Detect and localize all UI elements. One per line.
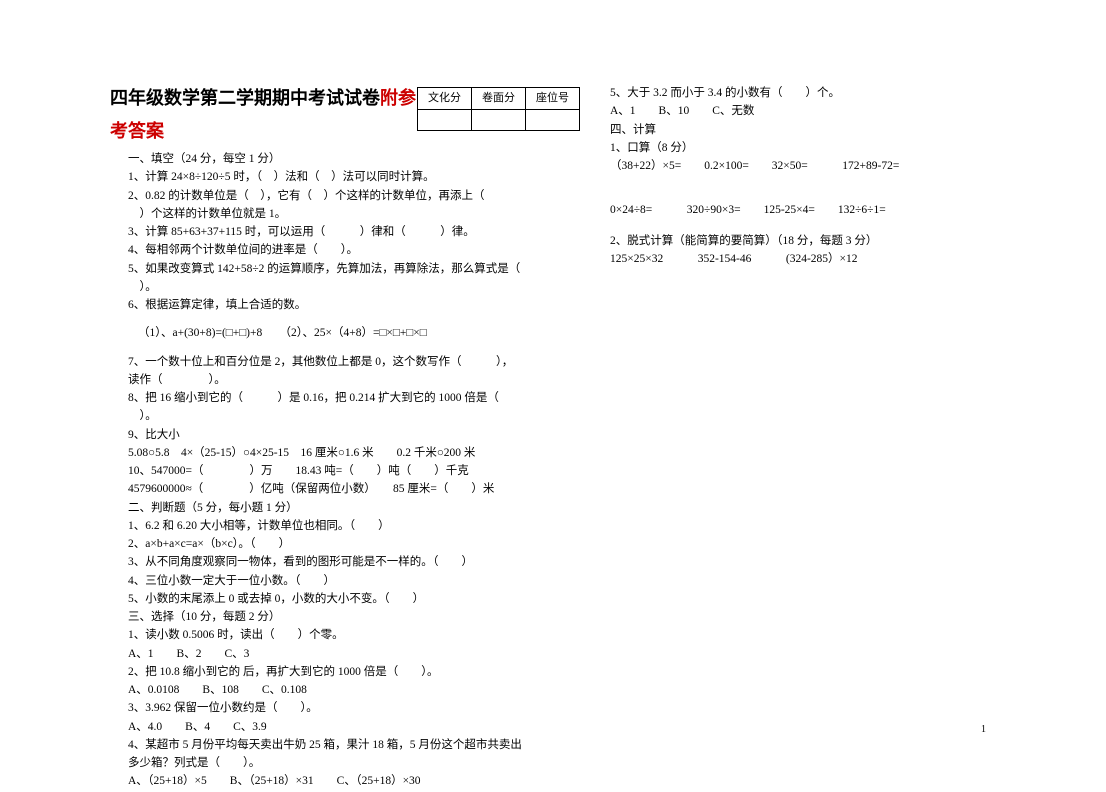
- section-3-header: 三、选择（10 分，每题 2 分）: [128, 609, 570, 626]
- q4-2-row: 125×25×32 352-154-46 (324-285）×12: [610, 251, 990, 268]
- title-black: 四年级数学第二学期期中考试试卷: [110, 88, 380, 108]
- score-cell-1: [418, 109, 472, 131]
- q1-1: 1、计算 24×8÷120÷5 时，（ ）法和（ ）法可以同时计算。: [128, 169, 570, 186]
- q3-4-opts: A、（25+18）×5 B、（25+18）×31 C、（25+18）×30: [128, 773, 570, 790]
- q1-6: 6、根据运算定律，填上合适的数。: [128, 297, 570, 314]
- q1-5b: ）。: [128, 279, 570, 296]
- page-number: 1: [981, 724, 986, 735]
- q3-3: 3、3.962 保留一位小数约是（ ）。: [128, 700, 570, 717]
- q1-9: 9、比大小: [128, 427, 570, 444]
- q2-1: 1、6.2 和 6.20 大小相等，计数单位也相同。（ ）: [128, 518, 570, 535]
- section-1-header: 一、填空（24 分，每空 1 分）: [128, 151, 570, 168]
- q4-1-row1: （38+22）×5= 0.2×100= 32×50= 172+89-72=: [610, 158, 990, 175]
- q2-5: 5、小数的末尾添上 0 或去掉 0，小数的大小不变。（ ）: [128, 591, 570, 608]
- q3-2-opts: A、0.0108 B、108 C、0.108: [128, 682, 570, 699]
- q1-7b: 读作（ ）。: [128, 372, 570, 389]
- q1-10a: 10、547000=（ ）万 18.43 吨=（ ）吨（ ）千克: [128, 463, 570, 480]
- q1-5a: 5、如果改变算式 142+58÷2 的运算顺序，先算加法，再算除法，那么算式是（: [128, 261, 570, 278]
- q3-4b: 多少箱？列式是（ ）。: [128, 755, 570, 772]
- q1-2b: ）个这样的计数单位就是 1。: [128, 206, 570, 223]
- score-cell-2: [472, 109, 526, 131]
- score-table: 文化分 卷面分 座位号: [417, 87, 580, 131]
- q1-8b: ）。: [128, 408, 570, 425]
- title-red-1: 附参: [380, 88, 416, 108]
- q3-1: 1、读小数 0.5006 时，读出（ ）个零。: [128, 627, 570, 644]
- q1-8a: 8、把 16 缩小到它的（ ）是 0.16，把 0.214 扩大到它的 1000…: [128, 390, 570, 407]
- q3-1-opts: A、1 B、2 C、3: [128, 646, 570, 663]
- q1-6-sub: （1）、a+(30+8)=(□+□)+8 （2）、25×（4+8）=□×□+□×…: [128, 325, 570, 342]
- score-header-1: 文化分: [418, 88, 472, 110]
- q2-3: 3、从不同角度观察同一物体，看到的图形可能是不一样的。（ ）: [128, 554, 570, 571]
- q3-4a: 4、某超市 5 月份平均每天卖出牛奶 25 箱，果汁 18 箱，5 月份这个超市…: [128, 737, 570, 754]
- q2-4: 4、三位小数一定大于一位小数。（ ）: [128, 573, 570, 590]
- q1-7a: 7、一个数十位上和百分位是 2，其他数位上都是 0，这个数写作（ ），: [128, 354, 570, 371]
- q1-9-sub: 5.08○5.8 4×（25-15）○4×25-15 16 厘米○1.6 米 0…: [128, 445, 570, 462]
- score-header-2: 卷面分: [472, 88, 526, 110]
- right-column: 5、大于 3.2 而小于 3.4 的小数有（ ）个。 A、1 B、10 C、无数…: [610, 85, 990, 792]
- score-header-3: 座位号: [526, 88, 580, 110]
- q4-2-header: 2、脱式计算（能简算的要简算）（18 分，每题 3 分）: [610, 233, 990, 250]
- q2-2: 2、a×b+a×c=a×（b×c）。（ ）: [128, 536, 570, 553]
- score-cell-3: [526, 109, 580, 131]
- q1-10b: 4579600000≈（ ）亿吨（保留两位小数） 85 厘米=（ ）米: [128, 481, 570, 498]
- q1-2a: 2、0.82 的计数单位是（ ），它有（ ）个这样的计数单位，再添上（: [128, 188, 570, 205]
- q4-1-row2: 0×24÷8= 320÷90×3= 125-25×4= 132÷6÷1=: [610, 202, 990, 219]
- left-column: 文化分 卷面分 座位号 四年级数学第二学期期中考试试卷附参 考答案 一、填空（2…: [110, 85, 570, 792]
- q3-3-opts: A、4.0 B、4 C、3.9: [128, 719, 570, 736]
- q3-5-opts: A、1 B、10 C、无数: [610, 103, 990, 120]
- section-2-header: 二、判断题（5 分，每小题 1 分）: [128, 500, 570, 517]
- q4-1-header: 1、口算（8 分）: [610, 140, 990, 157]
- q3-5: 5、大于 3.2 而小于 3.4 的小数有（ ）个。: [610, 85, 990, 102]
- q1-3: 3、计算 85+63+37+115 时，可以运用（ ）律和（ ）律。: [128, 224, 570, 241]
- q1-4: 4、每相邻两个计数单位间的进率是（ ）。: [128, 242, 570, 259]
- q3-2: 2、把 10.8 缩小到它的 后，再扩大到它的 1000 倍是（ ）。: [128, 664, 570, 681]
- section-4-header: 四、计算: [610, 122, 990, 139]
